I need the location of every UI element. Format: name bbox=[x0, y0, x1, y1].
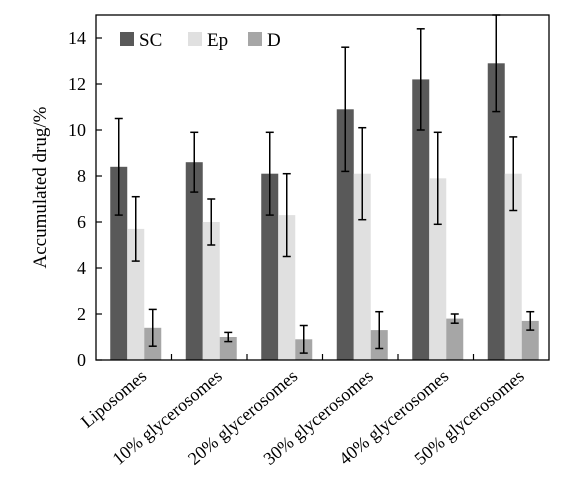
bar-ep bbox=[127, 228, 145, 360]
y-tick-label: 8 bbox=[77, 166, 86, 186]
bar-sc bbox=[110, 166, 128, 360]
bar-ep bbox=[278, 215, 296, 360]
bar-ep bbox=[504, 173, 522, 360]
legend-label-sc: SC bbox=[139, 30, 162, 51]
plot-area-frame bbox=[95, 14, 550, 361]
legend-label-d: D bbox=[267, 30, 281, 51]
bar-d bbox=[446, 318, 464, 360]
bar-sc bbox=[261, 173, 279, 360]
y-tick-label: 12 bbox=[68, 74, 86, 94]
bar-ep bbox=[202, 222, 220, 360]
bar-d bbox=[219, 337, 237, 360]
bar-sc bbox=[336, 109, 354, 360]
bar-d bbox=[521, 320, 539, 360]
legend: SC Ep D bbox=[120, 30, 281, 51]
bar-sc bbox=[412, 79, 430, 361]
bar-ep bbox=[429, 178, 447, 360]
bar-ep bbox=[353, 173, 371, 360]
y-tick-label: 10 bbox=[68, 120, 86, 140]
legend-label-ep: Ep bbox=[207, 30, 228, 51]
y-axis-label: Accumulated drug/% bbox=[30, 106, 51, 268]
legend-swatch-sc bbox=[120, 32, 134, 46]
bars-layer bbox=[110, 63, 539, 361]
y-tick-label: 6 bbox=[77, 212, 86, 232]
y-tick-label: 0 bbox=[77, 350, 86, 370]
bar-sc bbox=[185, 162, 203, 360]
x-tick-label: Liposomes bbox=[77, 366, 150, 432]
legend-swatch-ep bbox=[188, 32, 202, 46]
y-tick-label: 4 bbox=[77, 258, 86, 278]
bar-sc bbox=[487, 63, 505, 361]
error-bars-layer bbox=[114, 14, 535, 354]
y-tick-label: 14 bbox=[68, 28, 86, 48]
y-tick-label: 2 bbox=[77, 304, 86, 324]
legend-swatch-d bbox=[248, 32, 262, 46]
y-axis: 0 2 4 6 8 10 12 14 bbox=[68, 28, 102, 370]
